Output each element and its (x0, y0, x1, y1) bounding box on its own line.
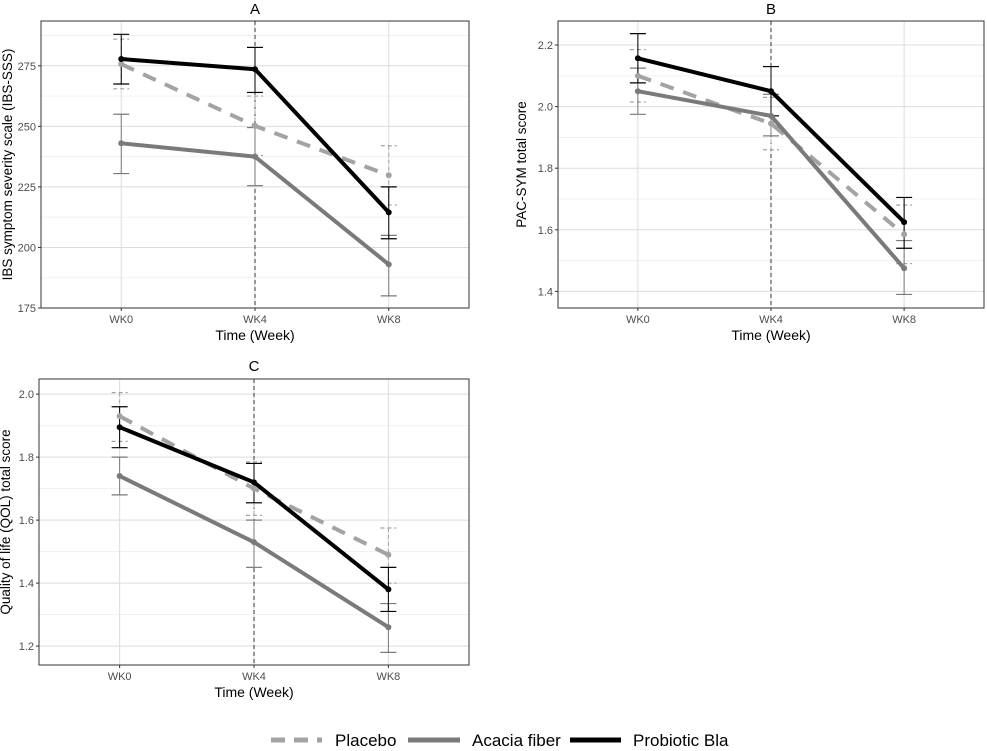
x-tick-label: WK8 (892, 314, 916, 326)
data-point (634, 88, 641, 95)
data-point (768, 120, 774, 127)
y-tick-label: 1.4 (19, 578, 34, 590)
data-point (116, 424, 123, 431)
y-tick-label: 200 (18, 242, 36, 254)
y-axis-title: IBS symptom severity scale (IBS-SSS) (0, 49, 15, 281)
y-tick-label: 225 (18, 182, 36, 194)
panel-title: A (250, 1, 260, 18)
panel-title: C (249, 358, 260, 375)
data-point (901, 231, 908, 238)
panel-b: 1.4 1.6 1.8 2.0 2.2 WK0 WK4 WK8 Time (Week) PAC-S… (514, 1, 985, 343)
x-tick-label: WK4 (243, 314, 267, 326)
data-point (118, 61, 125, 68)
data-point (118, 140, 125, 147)
x-axis-title: Time (Week) (214, 684, 293, 700)
x-tick-label: WK0 (108, 671, 132, 683)
y-tick-label: 1.6 (19, 515, 34, 527)
data-point (385, 261, 392, 268)
data-point (251, 539, 257, 546)
x-axis-title: Time (Week) (215, 327, 294, 343)
y-tick-label: 1.8 (19, 452, 34, 464)
data-point (251, 485, 257, 492)
y-tick-label: 2.0 (19, 389, 34, 401)
data-point (385, 172, 392, 179)
data-point (768, 112, 774, 119)
data-point (252, 153, 258, 160)
y-tick-label: 1.6 (538, 225, 553, 237)
data-point (385, 586, 392, 593)
y-tick-label: 1.2 (19, 641, 34, 653)
legend-item-probiotic: Probiotic Bla (570, 731, 729, 750)
y-tick-label: 1.8 (538, 163, 553, 175)
data-point (252, 66, 258, 73)
x-tick-label: WK8 (376, 671, 400, 683)
y-tick-label: 1.4 (538, 286, 553, 298)
legend-label-placebo: Placebo (335, 731, 396, 746)
legend-label-acacia: Acacia fiber (472, 731, 561, 746)
y-tick-label: 250 (18, 121, 36, 133)
x-tick-label: WK0 (109, 314, 133, 326)
data-point (901, 219, 908, 226)
x-tick-label: WK8 (377, 314, 401, 326)
panel-c: 1.2 1.4 1.6 1.8 2.0 WK0 WK4 WK8 Time (Week) Quali… (0, 358, 470, 700)
data-point (901, 265, 908, 272)
data-point (118, 56, 125, 63)
x-tick-label: WK0 (626, 314, 650, 326)
data-point (385, 624, 392, 631)
data-point (385, 551, 392, 558)
legend-item-placebo: Placebo (271, 731, 396, 750)
y-tick-label: 175 (18, 303, 36, 315)
data-point (116, 413, 123, 420)
x-tick-label: WK4 (242, 671, 266, 683)
data-point (116, 473, 123, 480)
x-axis-title: Time (Week) (731, 327, 810, 343)
y-axis-title: Quality of life (QOL) total score (0, 429, 13, 614)
panel-a: 175 200 225 250 275 WK0 WK4 WK8 Time (Week) IBS s… (0, 1, 470, 343)
y-tick-label: 2.2 (538, 40, 553, 52)
legend-label-probiotic: Probiotic Bla (633, 731, 729, 746)
data-point (251, 479, 257, 486)
legend-item-acacia: Acacia fiber (408, 731, 561, 750)
panel-title: B (766, 1, 776, 18)
y-tick-label: 275 (18, 61, 36, 73)
data-point (634, 55, 641, 62)
data-point (252, 122, 258, 129)
x-tick-label: WK4 (759, 314, 783, 326)
y-axis-title: PAC-SYM total score (514, 101, 529, 228)
data-point (768, 88, 774, 95)
data-point (385, 209, 392, 216)
data-point (634, 72, 641, 79)
legend: Placebo Acacia fiber Probiotic Bla (271, 731, 729, 750)
y-tick-label: 2.0 (538, 102, 553, 114)
